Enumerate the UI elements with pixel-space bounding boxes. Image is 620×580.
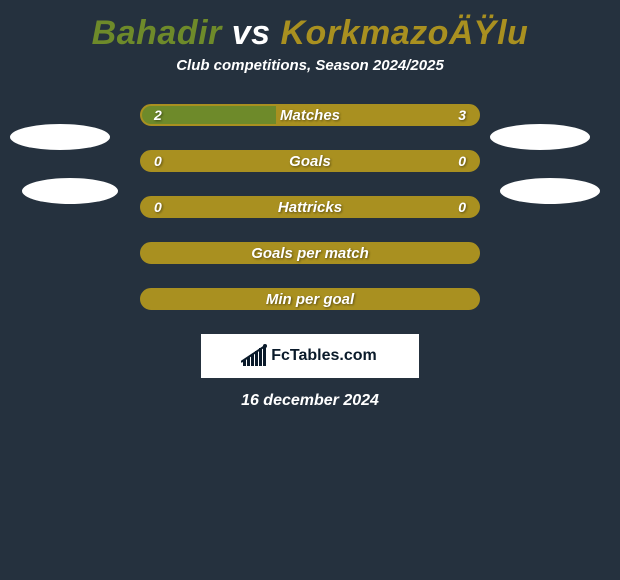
stat-row: Hattricks0 0 [140,196,480,218]
decorative-ellipse [490,124,590,150]
stat-value-right: 3 [458,107,466,123]
comparison-card: Bahadir vs KorkmazoÄŸlu Club competition… [0,0,620,410]
subtitle: Club competitions, Season 2024/2025 [0,57,620,104]
logo-box: FcTables.com [201,334,419,378]
stat-value-left: 0 [154,153,162,169]
stat-row: Goals0 0 [140,150,480,172]
date-label: 16 december 2024 [0,392,620,410]
stat-label: Min per goal [142,291,478,308]
page-title: Bahadir vs KorkmazoÄŸlu [0,6,620,57]
stat-label: Goals per match [142,245,478,262]
stat-row: Matches2 3 [140,104,480,126]
player1-name: Bahadir [92,14,222,52]
decorative-ellipse [22,178,118,204]
stat-value-left: 0 [154,199,162,215]
stat-label: Hattricks [142,199,478,216]
player2-name: KorkmazoÄŸlu [281,14,529,52]
stat-value-left: 2 [154,107,162,123]
stat-row: Min per goal [140,288,480,310]
stat-value-right: 0 [458,153,466,169]
decorative-ellipse [10,124,110,150]
decorative-ellipse [500,178,600,204]
stat-label: Goals [142,153,478,170]
stat-value-right: 0 [458,199,466,215]
logo-chart-icon [243,346,267,366]
vs-separator: vs [232,14,271,52]
stat-label: Matches [142,107,478,124]
logo-text: FcTables.com [271,347,377,365]
stat-row: Goals per match [140,242,480,264]
